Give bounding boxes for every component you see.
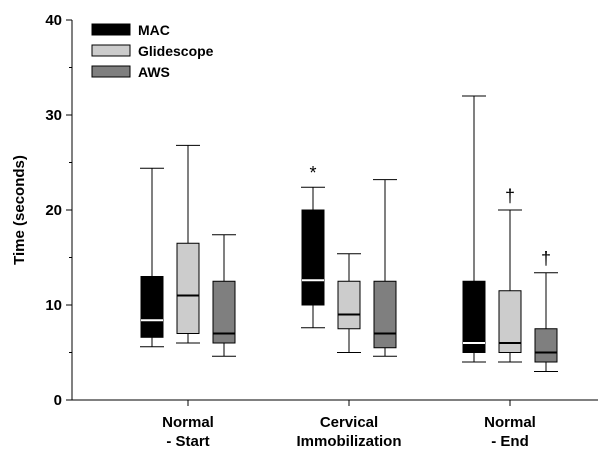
box-iqr <box>462 280 486 353</box>
legend-swatch-aws <box>91 65 131 78</box>
box-aws-0 <box>212 234 236 357</box>
y-tick-label: 20 <box>45 202 62 219</box>
box-aws-2 <box>534 272 558 372</box>
legend-label-glidescope: Glidescope <box>138 43 214 59</box>
box-iqr <box>534 328 558 363</box>
box-plot-area <box>140 95 558 372</box>
y-tick-label: 0 <box>54 392 62 409</box>
significance-marker: † <box>541 249 551 269</box>
axes: 0 10 20 30 40 Normal - Start Cervical Immobiliza… <box>45 12 598 450</box>
y-axis-label: Time (seconds) <box>11 155 28 265</box>
y-tick-label: 10 <box>45 297 62 314</box>
legend-label-mac: MAC <box>138 22 170 38</box>
significance-marker: † <box>505 186 515 206</box>
box-mac-2 <box>462 95 486 363</box>
box-iqr <box>301 209 325 306</box>
box-iqr <box>337 280 361 330</box>
significance-marker: * <box>309 163 316 183</box>
box-mac-1 <box>301 186 325 329</box>
box-iqr <box>176 242 200 334</box>
box-glidescope-2 <box>498 209 522 363</box>
legend: MAC Glidescope AWS <box>91 22 214 80</box>
box-iqr <box>373 280 397 349</box>
y-tick-label: 30 <box>45 107 62 124</box>
y-tick-label: 40 <box>45 12 62 29</box>
x-category-label: Cervical Immobilization <box>297 414 402 450</box>
box-iqr <box>498 290 522 353</box>
x-category-label: Normal - Start <box>162 414 214 450</box>
box-glidescope-0 <box>176 144 200 344</box>
box-aws-1 <box>373 179 397 357</box>
box-iqr <box>212 280 236 344</box>
legend-swatch-mac <box>91 23 131 36</box>
box-iqr <box>140 276 164 338</box>
box-glidescope-1 <box>337 253 361 353</box>
box-mac-0 <box>140 167 164 348</box>
legend-label-aws: AWS <box>138 64 170 80</box>
legend-swatch-glidescope <box>91 44 131 57</box>
x-category-label: Normal - End <box>484 414 536 450</box>
annotations: * † † <box>309 163 551 269</box>
